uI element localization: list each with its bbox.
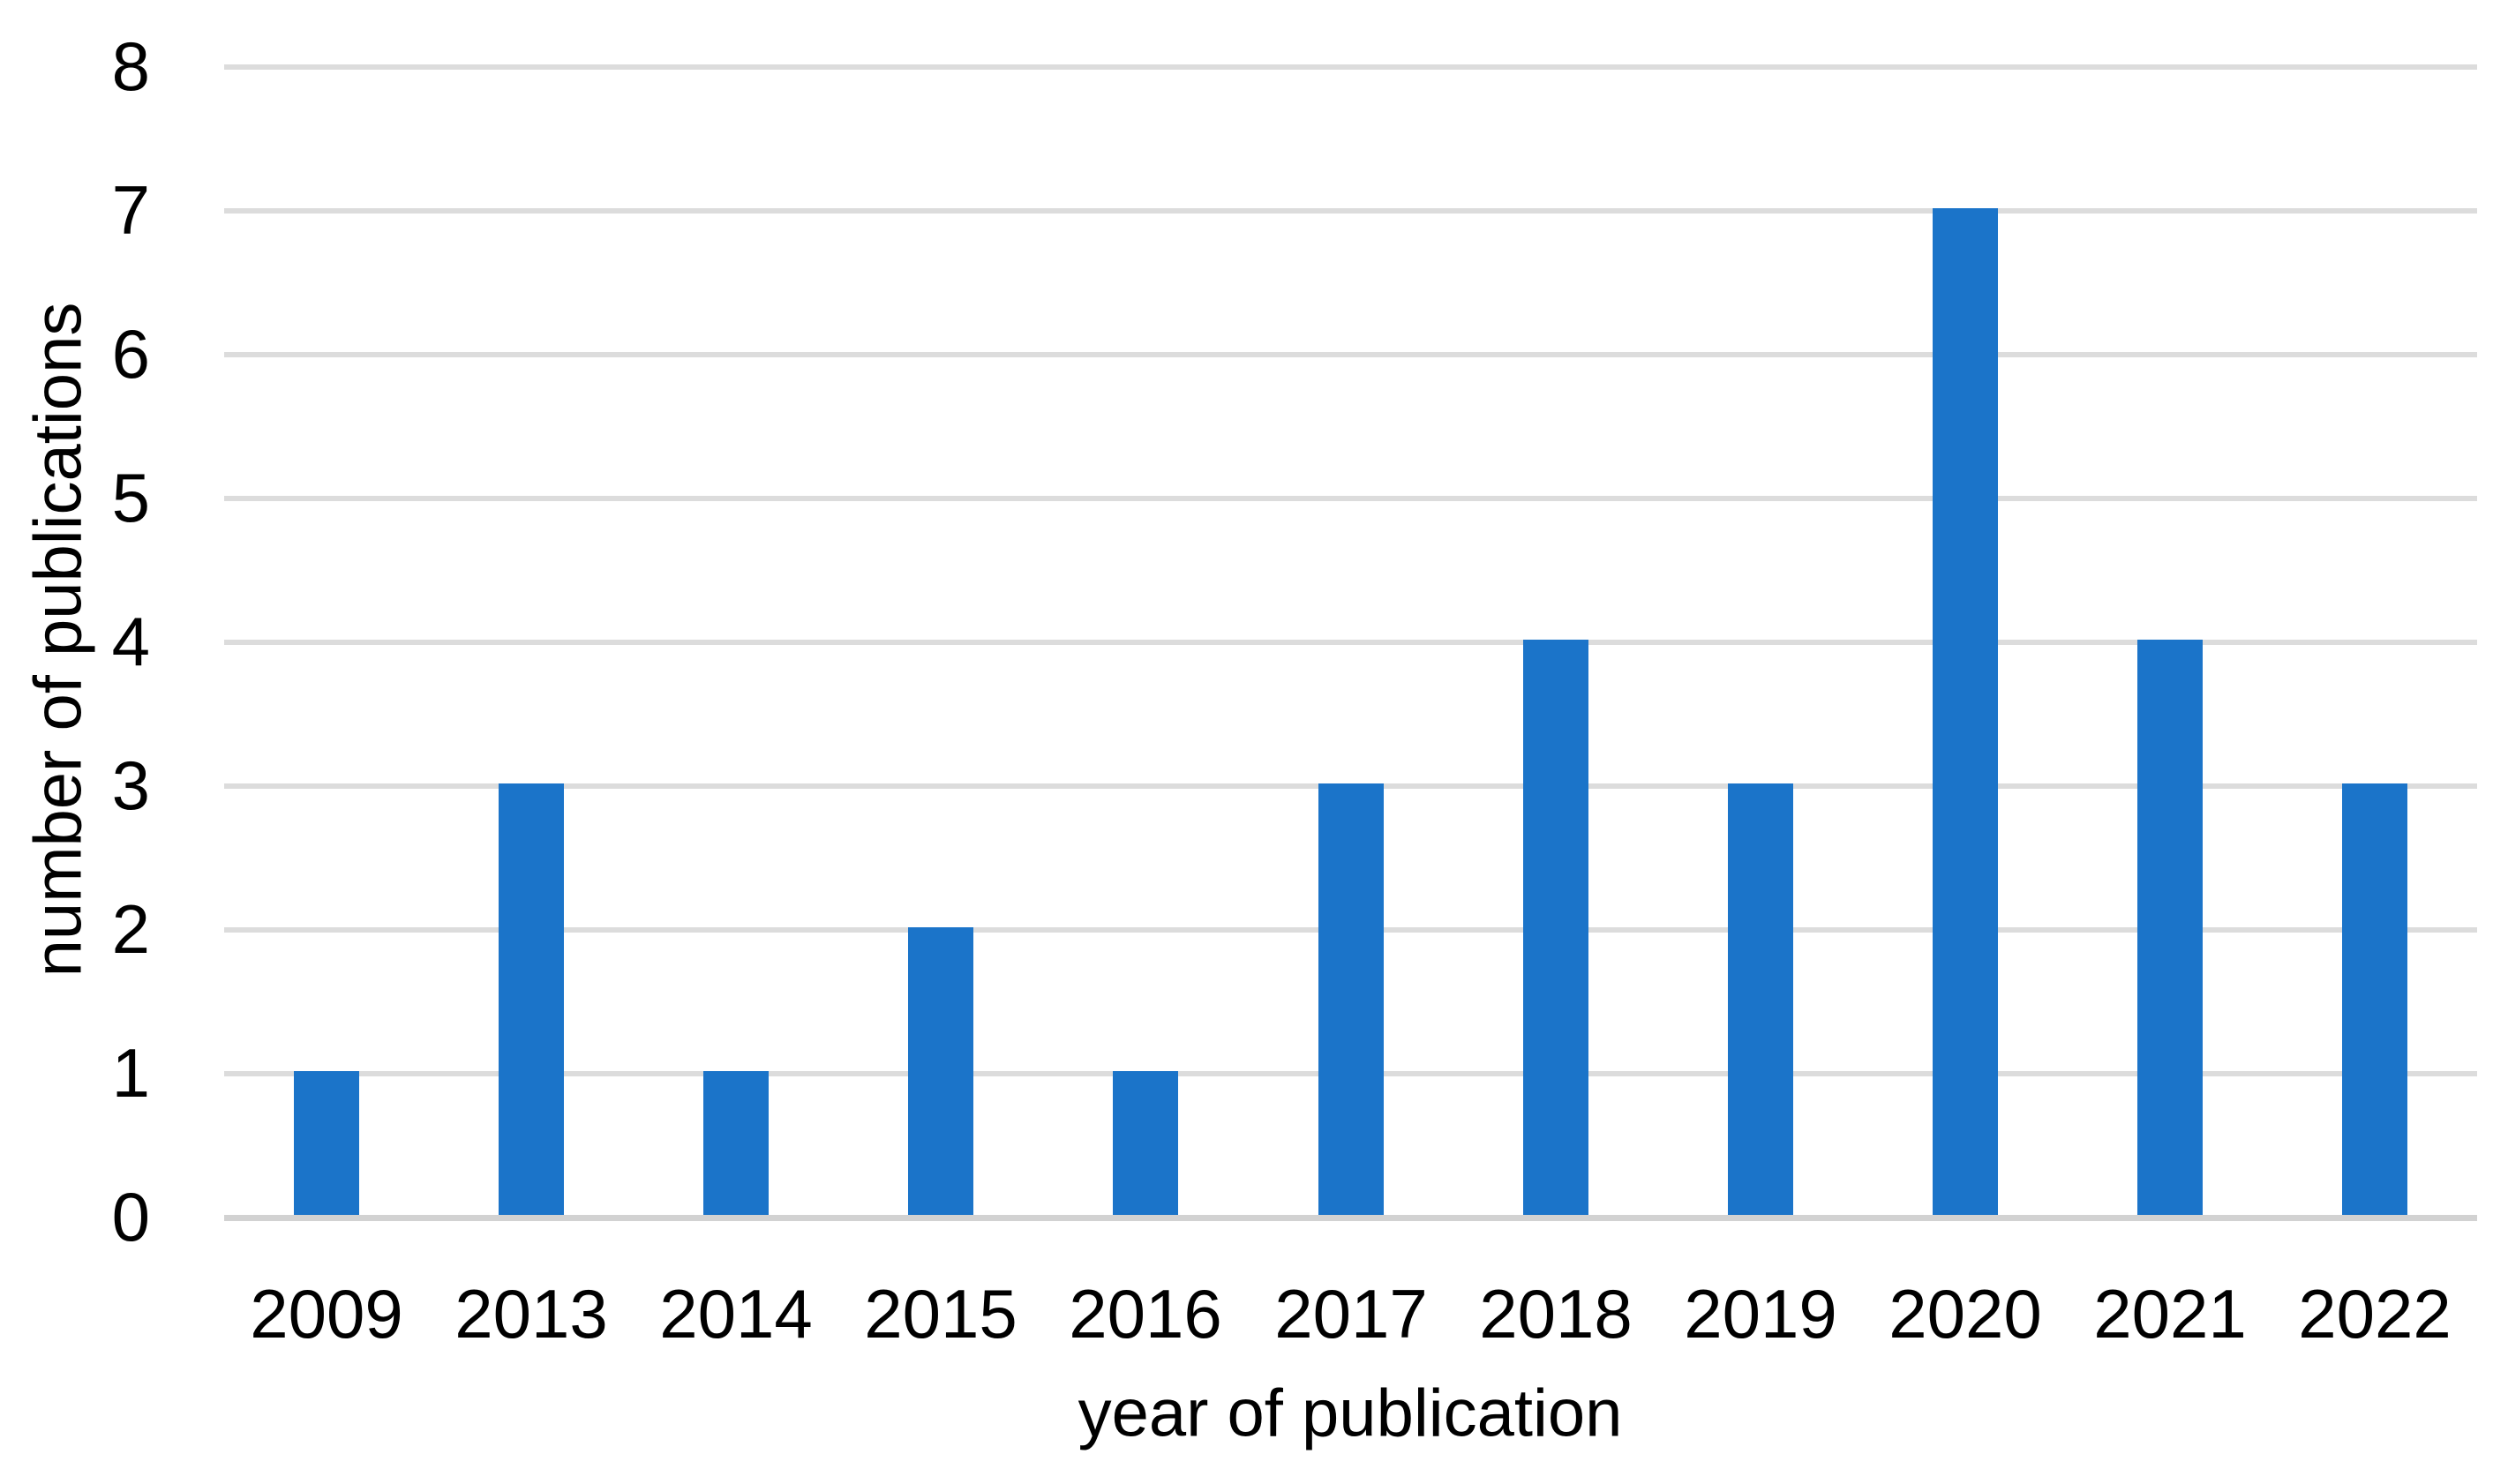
y-tick-label-5: 5 (111, 459, 150, 536)
bar-2013 (499, 783, 564, 1215)
x-tick-label-2013: 2013 (454, 1275, 608, 1353)
bar-2015 (908, 927, 973, 1215)
bar-2014 (703, 1071, 769, 1215)
y-tick-label-1: 1 (111, 1034, 150, 1112)
x-tick-label-2021: 2021 (2093, 1275, 2247, 1353)
gridline-y4 (224, 640, 2477, 645)
gridline-y8 (224, 64, 2477, 70)
bar-2018 (1523, 640, 1588, 1215)
y-tick-label-0: 0 (111, 1178, 150, 1255)
y-tick-label-2: 2 (111, 890, 150, 968)
x-tick-label-2014: 2014 (659, 1275, 813, 1353)
x-tick-label-2017: 2017 (1274, 1275, 1428, 1353)
bar-2016 (1113, 1071, 1178, 1215)
bar-2021 (2137, 640, 2203, 1215)
y-tick-label-8: 8 (111, 27, 150, 105)
x-tick-label-2020: 2020 (1889, 1275, 2042, 1353)
bar-2017 (1318, 783, 1384, 1215)
x-tick-label-2015: 2015 (864, 1275, 1017, 1353)
x-tick-label-2022: 2022 (2298, 1275, 2452, 1353)
x-tick-label-2016: 2016 (1069, 1275, 1222, 1353)
y-tick-label-3: 3 (111, 746, 150, 824)
gridline-y7 (224, 208, 2477, 214)
gridline-y5 (224, 496, 2477, 501)
y-tick-label-6: 6 (111, 315, 150, 393)
x-axis-line (224, 1215, 2477, 1221)
x-tick-label-2019: 2019 (1684, 1275, 1837, 1353)
x-tick-label-2018: 2018 (1479, 1275, 1633, 1353)
x-axis-title: year of publication (1078, 1375, 1623, 1451)
bar-2019 (1728, 783, 1793, 1215)
bar-2009 (294, 1071, 359, 1215)
gridline-y6 (224, 352, 2477, 357)
y-tick-label-7: 7 (111, 171, 150, 249)
bar-2022 (2342, 783, 2407, 1215)
y-tick-label-4: 4 (111, 603, 150, 680)
bar-2020 (1933, 208, 1998, 1215)
x-tick-label-2009: 2009 (250, 1275, 403, 1353)
